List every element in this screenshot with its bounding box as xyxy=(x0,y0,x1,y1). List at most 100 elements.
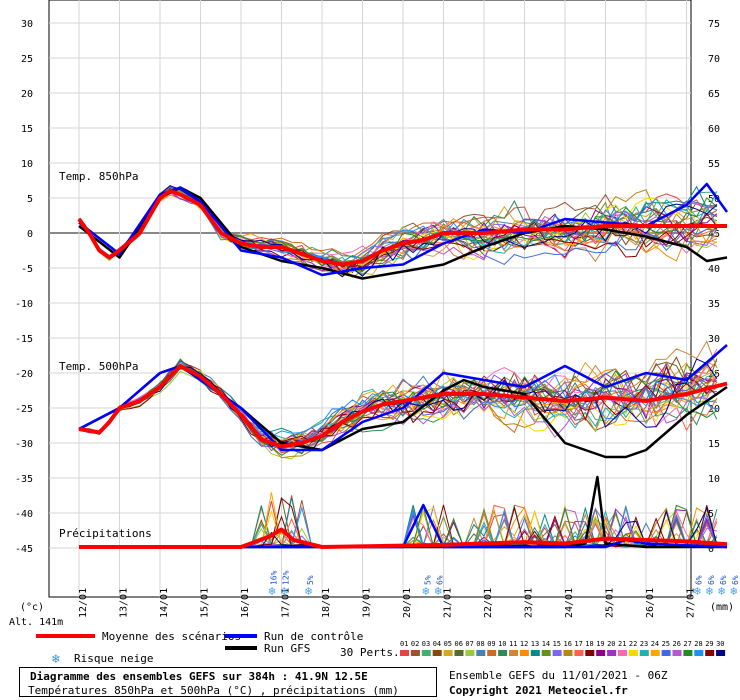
x-tick-label: 12/01 xyxy=(78,588,89,618)
right-tick-label: 45 xyxy=(708,229,720,240)
left-tick-label: -15 xyxy=(15,334,33,345)
member-legend-swatch xyxy=(410,650,420,656)
snow-risk-marker: 5%❄ xyxy=(422,575,432,598)
member-legend-swatch xyxy=(541,650,551,656)
member-legend-label: 03 xyxy=(422,640,430,648)
snow-risk-percent: 6% xyxy=(707,575,716,585)
member-28-t500-line xyxy=(78,360,718,437)
member-legend-label: 14 xyxy=(542,640,550,648)
member-legend-label: 28 xyxy=(694,640,702,648)
mean-precip-line xyxy=(79,527,728,549)
member-legend-label: 27 xyxy=(683,640,691,648)
member-legend-label: 02 xyxy=(411,640,419,648)
panel-label-t850: Temp. 850hPa xyxy=(59,170,138,183)
left-tick-label: -30 xyxy=(15,439,33,450)
member-legend-label: 04 xyxy=(433,640,441,648)
member-legend-label: 18 xyxy=(585,640,593,648)
snowflake-icon: ❄ xyxy=(305,584,312,598)
left-tick-label: 10 xyxy=(21,159,33,170)
footer-title: Diagramme des ensembles GEFS sur 384h : … xyxy=(30,670,368,683)
left-axis: 30 25 20 15 10 5 0 -5 -10 -15 -20 -25 -30 -35 -40 -45 xyxy=(15,19,33,555)
snowflake-icon: ❄ xyxy=(434,584,441,598)
member-legend-swatch xyxy=(650,650,660,656)
member-legend-swatch xyxy=(585,650,595,656)
member-legend-swatch xyxy=(694,650,704,656)
left-tick-label: 0 xyxy=(27,229,33,240)
snow-risk-marker: 6%❄ xyxy=(434,575,444,598)
member-legend-label: 17 xyxy=(574,640,582,648)
x-tick-label: 21/01 xyxy=(443,588,454,618)
right-tick-label: 60 xyxy=(708,124,720,135)
member-legend-swatch xyxy=(498,650,508,656)
snow-risk-marker: 6%❄ xyxy=(694,575,704,598)
member-legend-label: 01 xyxy=(400,640,408,648)
member-legend-label: 05 xyxy=(444,640,452,648)
right-tick-label: 50 xyxy=(708,194,720,205)
member-legend-label: 08 xyxy=(476,640,484,648)
left-tick-label: 30 xyxy=(21,19,33,30)
left-tick-label: -5 xyxy=(21,264,33,275)
member-legend-swatch xyxy=(661,650,671,656)
member-legend-label: 11 xyxy=(509,640,517,648)
left-tick-label: -25 xyxy=(15,404,33,415)
snow-risk-percent: 5% xyxy=(306,575,315,585)
member-legend-swatch xyxy=(628,650,638,656)
legend-control-label: Run de contrôle xyxy=(264,630,363,643)
snowflake-icon: ❄ xyxy=(268,584,275,598)
member-legend-label: 12 xyxy=(520,640,528,648)
member-legend-label: 21 xyxy=(618,640,626,648)
x-tick-label: 14/01 xyxy=(159,588,170,618)
member-legend-label: 19 xyxy=(596,640,604,648)
member-legend-swatch xyxy=(552,650,562,656)
member-legend-label: 24 xyxy=(651,640,659,648)
member-legend-label: 30 xyxy=(716,640,724,648)
x-tick-label: 22/01 xyxy=(483,588,494,618)
ensemble-run-info: Ensemble GEFS du 11/01/2021 - 06Z xyxy=(449,669,668,682)
member-legend-swatch xyxy=(607,650,617,656)
member-legend-label: 29 xyxy=(705,640,713,648)
snow-risk-percent: 6% xyxy=(695,575,704,585)
altitude-label: Alt. 141m xyxy=(9,617,63,628)
member-27-t500-line xyxy=(78,358,718,456)
right-tick-label: 65 xyxy=(708,89,720,100)
member-legend-label: 15 xyxy=(553,640,561,648)
x-tick-label: 16/01 xyxy=(240,588,251,618)
snow-risk-percent: 12% xyxy=(282,570,291,585)
member-legend-swatch xyxy=(454,650,464,656)
member-legend-label: 22 xyxy=(629,640,637,648)
left-tick-label: -45 xyxy=(15,544,33,555)
footer-subtitle: Températures 850hPa et 500hPa (°C) , pré… xyxy=(28,684,399,697)
member-legend-swatch xyxy=(530,650,540,656)
member-legend-swatch xyxy=(574,650,584,656)
member-legend-label: 06 xyxy=(455,640,463,648)
main-series xyxy=(77,182,729,549)
member-legend-swatch xyxy=(421,650,431,656)
member-legend-swatch xyxy=(487,650,497,656)
snowflake-icon: ❄ xyxy=(718,584,725,598)
member-legend-swatch xyxy=(716,650,726,656)
right-axis-unit: (mm) xyxy=(710,602,734,613)
x-tick-label: 18/01 xyxy=(321,588,332,618)
snow-risk-marker: 5%❄ xyxy=(305,575,315,598)
x-tick-label: 26/01 xyxy=(645,588,656,618)
snow-risk-markers: 16%❄12%❄5%❄5%❄6%❄6%❄6%❄6%❄6%❄10%❄ xyxy=(268,570,740,598)
member-legend-swatch xyxy=(639,650,649,656)
snowflake-icon: ❄ xyxy=(694,584,701,598)
snow-risk-marker: 6%❄ xyxy=(730,575,740,598)
right-tick-label: 0 xyxy=(708,544,714,555)
member-legend-swatch xyxy=(465,650,475,656)
right-tick-label: 20 xyxy=(708,404,720,415)
snowflake-icon: ❄ xyxy=(706,584,713,598)
member-legend-label: 25 xyxy=(662,640,670,648)
snowflake-icon: ❄ xyxy=(730,584,737,598)
panel-label-t500: Temp. 500hPa xyxy=(59,360,138,373)
right-tick-label: 55 xyxy=(708,159,720,170)
left-tick-label: 15 xyxy=(21,124,33,135)
member-legend-swatch xyxy=(432,650,442,656)
snow-risk-percent: 6% xyxy=(435,575,444,585)
right-tick-label: 70 xyxy=(708,54,720,65)
snow-risk-marker: 6%❄ xyxy=(718,575,728,598)
x-tick-label: 17/01 xyxy=(281,588,292,618)
member-legend-swatch xyxy=(596,650,606,656)
